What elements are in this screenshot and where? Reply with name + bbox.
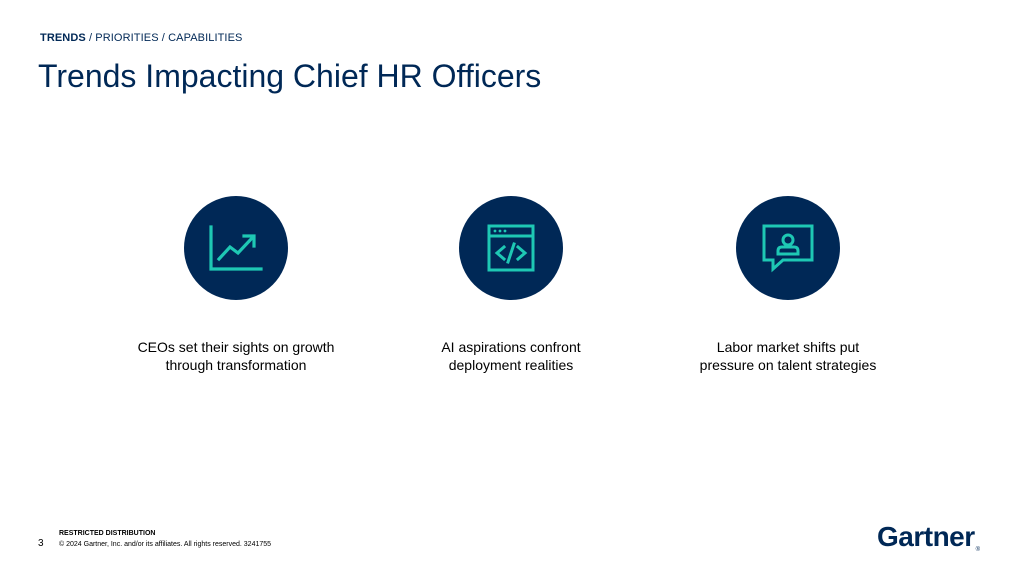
breadcrumb: TRENDS / PRIORITIES / CAPABILITIES [40, 32, 242, 44]
page-number: 3 [38, 538, 44, 549]
restricted-distribution-label: RESTRICTED DISTRIBUTION [59, 530, 156, 537]
trend-caption-line2: through transformation [165, 357, 307, 373]
growth-icon-circle [184, 196, 288, 300]
trend-caption-line2: deployment realities [448, 357, 574, 373]
page-title: Trends Impacting Chief HR Officers [38, 58, 542, 94]
breadcrumb-active[interactable]: TRENDS [40, 32, 86, 44]
person-speech-bubble-icon [762, 224, 814, 273]
labor-icon-circle [736, 196, 840, 300]
trend-caption-line1: CEOs set their sights on growth [137, 339, 335, 355]
growth-chart-icon [209, 225, 263, 271]
code-window-icon [487, 224, 535, 272]
breadcrumb-rest: / PRIORITIES / CAPABILITIES [85, 32, 243, 44]
trend-card-growth: CEOs set their sights on growth through … [96, 196, 376, 374]
trend-caption-line1: Labor market shifts put [716, 339, 860, 355]
trend-caption-line2: pressure on talent strategies [699, 357, 877, 373]
trend-card-ai: AI aspirations confront deployment reali… [371, 196, 651, 374]
trend-card-labor: Labor market shifts put pressure on tale… [648, 196, 928, 374]
trend-caption: AI aspirations confront deployment reali… [371, 338, 651, 374]
copyright-notice: © 2024 Gartner, Inc. and/or its affiliat… [59, 541, 272, 548]
logo-text: Gartner [877, 521, 975, 552]
trend-caption: Labor market shifts put pressure on tale… [648, 338, 928, 374]
trend-caption: CEOs set their sights on growth through … [96, 338, 376, 374]
gartner-logo: Gartner® [877, 521, 980, 553]
ai-icon-circle [459, 196, 563, 300]
trend-caption-line1: AI aspirations confront [441, 339, 581, 355]
registered-mark: ® [975, 547, 980, 553]
